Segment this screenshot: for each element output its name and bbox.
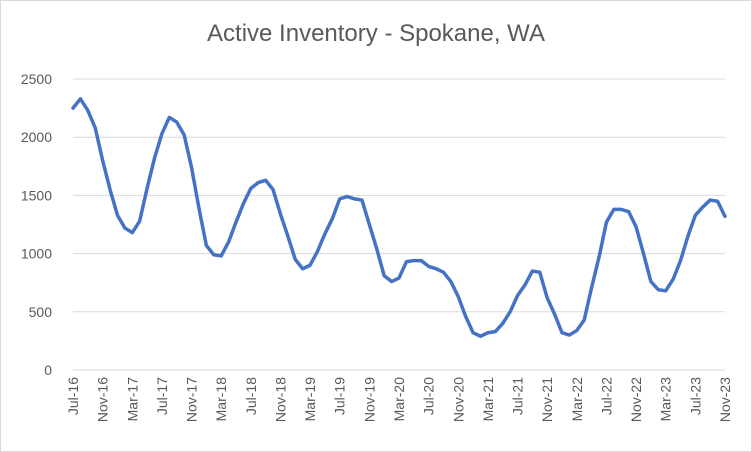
x-axis: Jul-16 Nov-16 Mar-17 Jul-17 Nov-17 Mar-18 Jul-… <box>65 369 733 422</box>
x-tick-label: Nov-18 <box>272 377 288 422</box>
x-tick-label: Nov-17 <box>184 377 200 422</box>
x-tick-label: Nov-23 <box>717 377 733 422</box>
x-tick-label: Mar-19 <box>302 377 318 422</box>
y-tick-label: 1000 <box>21 246 52 262</box>
y-tick-label: 0 <box>44 362 52 378</box>
x-tick-label: Nov-20 <box>450 377 466 422</box>
y-axis-tick-labels: 0 500 1000 1500 2000 2500 <box>21 71 52 378</box>
series-lines <box>71 97 727 338</box>
x-tick-label: Jul-20 <box>421 377 437 415</box>
x-tick-label: Mar-22 <box>569 377 585 422</box>
x-tick-label: Mar-20 <box>391 377 407 422</box>
x-tick-label: Jul-18 <box>243 377 259 415</box>
y-tick-label: 500 <box>29 304 53 320</box>
x-tick-label: Nov-22 <box>628 377 644 422</box>
chart-title: Active Inventory - Spokane, WA <box>207 20 545 47</box>
gridlines <box>73 78 725 313</box>
x-tick-label: Jul-23 <box>687 377 703 415</box>
x-tick-label: Mar-23 <box>658 377 674 422</box>
x-tick-label: Jul-21 <box>510 377 526 415</box>
x-tick-label: Mar-17 <box>124 377 140 422</box>
x-tick-label: Jul-17 <box>154 377 170 415</box>
y-tick-label: 2000 <box>21 129 52 145</box>
x-tick-label: Jul-19 <box>332 377 348 415</box>
x-tick-label: Mar-18 <box>213 377 229 422</box>
x-tick-label: Nov-16 <box>95 377 111 422</box>
series-line-0 <box>71 97 727 338</box>
y-tick-label: 2500 <box>21 71 52 87</box>
x-tick-label: Nov-21 <box>539 377 555 422</box>
x-tick-label: Jul-22 <box>598 377 614 415</box>
x-tick-label: Mar-21 <box>480 377 496 422</box>
y-tick-label: 1500 <box>21 187 52 203</box>
x-tick-label: Nov-19 <box>361 377 377 422</box>
x-tick-label: Jul-16 <box>65 377 81 415</box>
